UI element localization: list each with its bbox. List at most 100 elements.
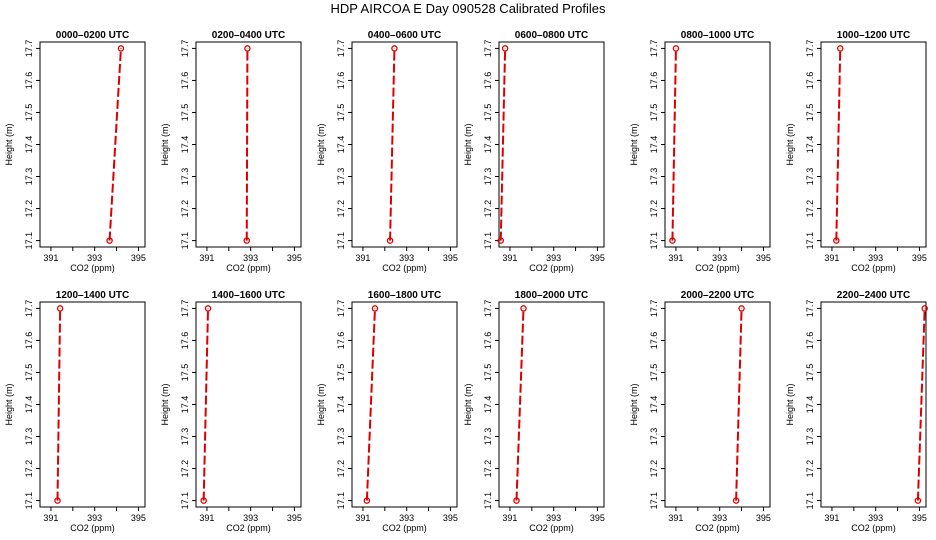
panel-7: 1200–1400 UTC 391 393 395 17.1 17.2 17.3 17.4 17… bbox=[4, 290, 146, 533]
y-tick-label: 17.1 bbox=[336, 492, 346, 510]
data-point bbox=[669, 237, 676, 244]
y-tick-label: 17.4 bbox=[24, 136, 34, 154]
y-tick-label: 17.5 bbox=[649, 104, 659, 122]
y-tick-label: 17.2 bbox=[180, 460, 190, 478]
y-tick-label: 17.3 bbox=[24, 428, 34, 446]
y-axis-label: Height (m) bbox=[160, 123, 170, 165]
y-axis-label: Height (m) bbox=[4, 383, 14, 425]
data-point bbox=[200, 497, 207, 504]
main-title: HDP AIRCOA E Day 090528 Calibrated Profi… bbox=[330, 1, 606, 16]
x-axis-label: CO2 (ppm) bbox=[695, 263, 740, 273]
data-point bbox=[204, 305, 212, 312]
y-tick-label: 17.5 bbox=[649, 364, 659, 382]
y-tick-label: 17.3 bbox=[180, 428, 190, 446]
panel-title: 2000–2200 UTC bbox=[681, 290, 754, 301]
y-tick-label: 17.6 bbox=[805, 332, 815, 350]
y-tick-label: 17.6 bbox=[483, 72, 493, 90]
profile-line bbox=[515, 308, 525, 501]
x-tick-label: 395 bbox=[443, 513, 458, 523]
y-tick-label: 17.2 bbox=[24, 200, 34, 218]
plot-frame bbox=[351, 41, 458, 248]
y-tick-label: 17.6 bbox=[649, 72, 659, 90]
x-axis-label: CO2 (ppm) bbox=[851, 263, 896, 273]
y-tick-label: 17.5 bbox=[24, 104, 34, 122]
x-tick-label: 393 bbox=[712, 253, 727, 263]
y-tick-label: 17.1 bbox=[24, 492, 34, 510]
panel-title: 2200–2400 UTC bbox=[837, 290, 910, 301]
panel-1: 0000–0200 UTC 391 393 395 17.1 17.2 17.3 17.4 17… bbox=[4, 30, 146, 273]
panel-10: 1800–2000 UTC 391 393 395 17.1 17.2 17.3 17.4 17… bbox=[463, 290, 605, 533]
plot-frame bbox=[664, 301, 771, 508]
x-tick-label: 391 bbox=[668, 253, 683, 263]
panel-title: 0800–1000 UTC bbox=[681, 30, 754, 41]
y-tick-label: 17.2 bbox=[805, 200, 815, 218]
y-tick-label: 17.3 bbox=[805, 428, 815, 446]
y-tick-label: 17.6 bbox=[24, 72, 34, 90]
y-tick-label: 17.6 bbox=[336, 332, 346, 350]
x-tick-label: 395 bbox=[443, 253, 458, 263]
y-axis-label: Height (m) bbox=[629, 123, 639, 165]
y-tick-label: 17.2 bbox=[483, 460, 493, 478]
y-tick-label: 17.5 bbox=[805, 364, 815, 382]
profile-line bbox=[835, 48, 842, 241]
panel-4: 0600–0800 UTC 391 393 395 17.1 17.2 17.3 17.4 17… bbox=[463, 30, 605, 273]
panel-11: 2000–2200 UTC 391 393 395 17.1 17.2 17.3 17.4 17… bbox=[629, 290, 771, 533]
y-tick-label: 17.7 bbox=[805, 300, 815, 318]
x-tick-label: 395 bbox=[131, 513, 146, 523]
x-tick-label: 395 bbox=[131, 253, 146, 263]
x-tick-label: 395 bbox=[287, 253, 302, 263]
data-point bbox=[497, 237, 504, 244]
data-point bbox=[56, 305, 64, 312]
x-axis-label: CO2 (ppm) bbox=[70, 523, 115, 533]
y-tick-label: 17.4 bbox=[483, 136, 493, 154]
plot-frame bbox=[820, 301, 927, 508]
y-tick-label: 17.5 bbox=[180, 104, 190, 122]
x-tick-label: 395 bbox=[590, 253, 605, 263]
y-tick-label: 17.4 bbox=[180, 396, 190, 414]
y-tick-label: 17.2 bbox=[180, 200, 190, 218]
y-tick-label: 17.7 bbox=[24, 300, 34, 318]
profile-line bbox=[108, 48, 122, 241]
y-tick-label: 17.1 bbox=[180, 232, 190, 250]
y-tick-label: 17.4 bbox=[805, 396, 815, 414]
profile-line bbox=[389, 48, 396, 241]
x-tick-label: 393 bbox=[399, 513, 414, 523]
profile-line bbox=[202, 308, 210, 501]
y-axis-label: Height (m) bbox=[4, 123, 14, 165]
plot-frame bbox=[498, 301, 605, 508]
plot-frame bbox=[195, 301, 302, 508]
y-tick-label: 17.3 bbox=[336, 428, 346, 446]
y-tick-label: 17.1 bbox=[336, 232, 346, 250]
y-tick-label: 17.2 bbox=[483, 200, 493, 218]
y-tick-label: 17.7 bbox=[180, 40, 190, 58]
x-tick-label: 395 bbox=[756, 513, 771, 523]
x-tick-label: 393 bbox=[243, 253, 258, 263]
y-tick-label: 17.2 bbox=[336, 200, 346, 218]
panel-8: 1400–1600 UTC 391 393 395 17.1 17.2 17.3 17.4 17… bbox=[160, 290, 302, 533]
y-tick-label: 17.1 bbox=[483, 232, 493, 250]
y-tick-label: 17.4 bbox=[649, 136, 659, 154]
y-tick-label: 17.5 bbox=[336, 364, 346, 382]
y-tick-label: 17.7 bbox=[24, 40, 34, 58]
y-tick-label: 17.4 bbox=[336, 136, 346, 154]
panel-9: 1600–1800 UTC 391 393 395 17.1 17.2 17.3 17.4 17… bbox=[316, 290, 458, 533]
panel-2: 0200–0400 UTC 391 393 395 17.1 17.2 17.3 17.4 17… bbox=[160, 30, 302, 273]
y-tick-label: 17.5 bbox=[180, 364, 190, 382]
y-tick-label: 17.7 bbox=[649, 40, 659, 58]
profile-line bbox=[365, 308, 376, 501]
data-point bbox=[672, 45, 680, 52]
x-tick-label: 395 bbox=[287, 513, 302, 523]
x-tick-label: 391 bbox=[502, 513, 517, 523]
data-point bbox=[501, 45, 509, 52]
x-axis-label: CO2 (ppm) bbox=[226, 263, 271, 273]
x-tick-label: 391 bbox=[43, 513, 58, 523]
profile-line bbox=[671, 48, 677, 241]
y-tick-label: 17.1 bbox=[24, 232, 34, 250]
data-point bbox=[738, 305, 745, 312]
y-tick-label: 17.3 bbox=[180, 168, 190, 186]
panel-title: 0600–0800 UTC bbox=[515, 30, 588, 41]
y-tick-label: 17.6 bbox=[180, 332, 190, 350]
panel-title: 1600–1800 UTC bbox=[368, 290, 441, 301]
x-axis-label: CO2 (ppm) bbox=[529, 263, 574, 273]
plot-frame bbox=[664, 41, 771, 248]
